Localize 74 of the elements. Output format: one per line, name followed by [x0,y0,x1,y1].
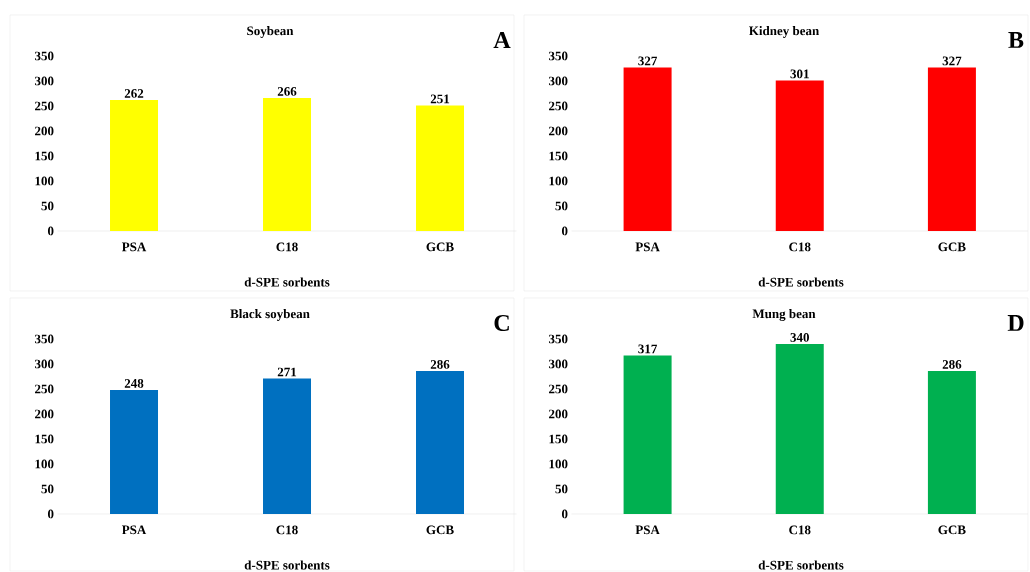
y-tick-label: 50 [555,484,568,494]
text: B [1008,32,1024,48]
x-tick-label: C18 [276,525,298,535]
x-tick-label: C18 [789,525,811,535]
x-axis-title: d-SPE sorbents [244,277,330,287]
y-tick-label: 150 [549,151,568,161]
y-tick-label: 200 [549,409,568,419]
y-tick-label: 250 [35,101,54,111]
text: D [1007,315,1024,331]
x-tick-label: GCB [426,525,454,535]
chart-title: Black soybean [230,309,310,321]
x-tick-label: PSA [121,242,147,252]
data-label: 327 [942,56,962,66]
data-label: 286 [430,360,450,369]
x-tick-label: GCB [938,525,966,535]
bar [416,370,465,514]
y-tick-label: 350 [548,334,568,344]
y-tick-label: 200 [35,126,54,136]
chart-title: Kidney bean [749,26,820,38]
y-tick-label: 250 [549,384,568,394]
bar [775,343,824,514]
y-tick-label: 300 [34,359,54,369]
bar [623,355,672,514]
data-label: 266 [277,87,297,96]
y-tick-label: 350 [34,334,54,344]
y-tick-label: 300 [548,76,568,86]
chart-title: Soybean [247,26,294,38]
data-label: 327 [638,56,658,66]
x-axis-title: d-SPE sorbents [758,277,844,287]
bar [263,378,312,514]
x-tick-label: GCB [938,242,966,252]
y-tick-label: 200 [35,409,54,419]
y-tick-label: 150 [35,434,54,444]
bar [927,370,976,514]
data-label: 251 [430,94,450,104]
x-tick-label: C18 [789,242,811,252]
y-tick-label: 100 [549,176,568,186]
data-label: 286 [942,360,962,369]
y-tick-label: 350 [34,51,54,61]
y-tick-label: 0 [47,509,54,519]
x-tick-label: C18 [276,242,298,252]
y-tick-label: 350 [548,51,568,61]
x-tick-label: GCB [426,242,454,252]
data-label: 271 [277,367,297,377]
x-tick-label: PSA [121,525,147,535]
text: C [494,314,509,332]
y-tick-label: 100 [35,176,54,186]
y-tick-label: 300 [34,76,54,86]
data-label: 317 [638,344,658,354]
y-tick-label: 100 [549,459,568,469]
y-tick-label: 50 [555,201,568,211]
y-tick-label: 150 [549,434,568,444]
y-tick-label: 200 [549,126,568,136]
y-tick-label: 0 [561,509,568,519]
x-axis-title: d-SPE sorbents [758,560,844,570]
y-tick-label: 0 [561,226,568,236]
data-label: 340 [790,333,810,342]
y-tick-label: 0 [47,226,54,236]
chart-title: Mung bean [752,309,816,321]
data-label: 248 [124,379,144,388]
x-axis-title: d-SPE sorbents [244,560,330,570]
y-tick-label: 50 [41,201,54,211]
y-tick-label: 150 [35,151,54,161]
text: A [493,32,511,48]
y-tick-label: 50 [41,484,54,494]
bar [110,389,159,514]
y-tick-label: 300 [548,359,568,369]
x-tick-label: PSA [635,525,660,535]
data-label: 262 [124,89,144,98]
y-tick-label: 100 [35,459,54,469]
y-tick-label: 250 [35,384,54,394]
x-tick-label: PSA [635,242,660,252]
y-tick-label: 250 [549,101,568,111]
data-label: 301 [790,69,809,79]
